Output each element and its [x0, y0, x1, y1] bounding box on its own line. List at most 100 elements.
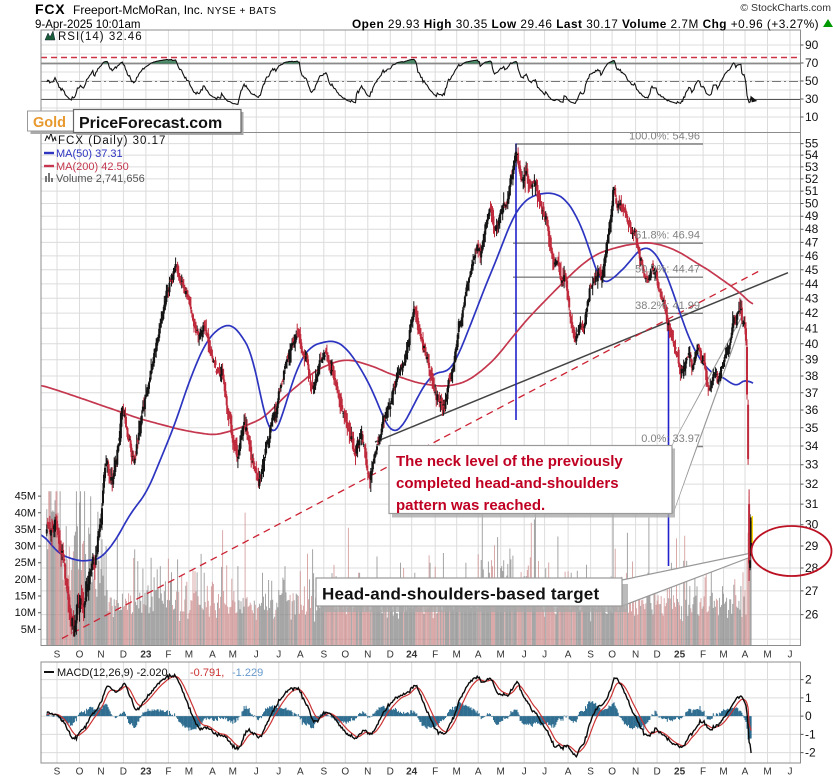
svg-text:50: 50: [805, 197, 819, 211]
svg-text:MACD(12,26,9) -2.020,: MACD(12,26,9) -2.020,: [57, 667, 171, 679]
svg-text:J: J: [254, 650, 259, 661]
svg-text:24: 24: [406, 650, 418, 661]
svg-text:51: 51: [805, 184, 819, 198]
svg-text:A: A: [297, 767, 304, 778]
svg-text:N: N: [364, 650, 371, 661]
svg-text:Volume 2,741,656: Volume 2,741,656: [56, 173, 145, 185]
svg-text:MA(50) 37.31: MA(50) 37.31: [56, 148, 123, 160]
svg-text:Head-and-shoulders-based targe: Head-and-shoulders-based target: [322, 585, 599, 604]
svg-text:A: A: [297, 650, 304, 661]
svg-text:D: D: [387, 650, 394, 661]
svg-text:S: S: [320, 650, 327, 661]
svg-text:M: M: [185, 650, 193, 661]
svg-text:9-Apr-2025 10:01am: 9-Apr-2025 10:01am: [35, 19, 140, 31]
svg-text:35M: 35M: [15, 524, 36, 536]
svg-text:A: A: [475, 767, 482, 778]
svg-text:A: A: [565, 650, 572, 661]
svg-text:N: N: [632, 650, 639, 661]
svg-text:© StockCharts.com: © StockCharts.com: [740, 2, 831, 14]
svg-text:10: 10: [805, 110, 819, 124]
svg-text:M: M: [229, 767, 237, 778]
svg-text:S: S: [587, 650, 594, 661]
svg-text:24: 24: [406, 767, 418, 778]
svg-text:41: 41: [805, 321, 819, 335]
svg-text:O: O: [341, 650, 349, 661]
svg-text:45M: 45M: [15, 491, 36, 503]
svg-text:49: 49: [805, 209, 819, 223]
svg-text:38.2%: 41.99: 38.2%: 41.99: [635, 300, 700, 312]
svg-text:D: D: [653, 767, 660, 778]
svg-text:F: F: [700, 767, 706, 778]
svg-text:FCX: FCX: [35, 1, 65, 17]
svg-text:25: 25: [674, 767, 686, 778]
svg-text:-1: -1: [805, 727, 816, 741]
svg-text:J: J: [788, 767, 793, 778]
svg-text:53: 53: [805, 160, 819, 174]
svg-text:O: O: [76, 767, 84, 778]
svg-text:33: 33: [805, 458, 819, 472]
svg-text:37: 37: [805, 386, 819, 400]
svg-text:Freeport-McMoRan, Inc.: Freeport-McMoRan, Inc.: [73, 3, 203, 17]
svg-text:S: S: [54, 767, 61, 778]
svg-text:42: 42: [805, 306, 819, 320]
svg-text:J: J: [788, 650, 793, 661]
svg-text:34: 34: [805, 439, 819, 453]
svg-text:46: 46: [805, 249, 819, 263]
svg-text:S: S: [54, 650, 61, 661]
svg-text:FCX (Daily) 30.17: FCX (Daily) 30.17: [58, 135, 166, 147]
svg-text:completed head-and-shoulders: completed head-and-shoulders: [396, 475, 619, 492]
svg-text:70: 70: [805, 56, 819, 70]
svg-text:J: J: [276, 767, 281, 778]
svg-text:A: A: [742, 650, 749, 661]
svg-text:M: M: [453, 650, 461, 661]
svg-text:O: O: [76, 650, 84, 661]
svg-text:50.0%: 44.47: 50.0%: 44.47: [635, 264, 700, 276]
svg-text:M: M: [453, 767, 461, 778]
svg-text:40M: 40M: [15, 507, 36, 519]
svg-text:90: 90: [805, 38, 819, 52]
svg-text:F: F: [165, 767, 171, 778]
svg-text:A: A: [565, 767, 572, 778]
svg-text:-0.791,: -0.791,: [190, 667, 224, 679]
svg-text:61.8%: 46.94: 61.8%: 46.94: [635, 230, 700, 242]
svg-text:A: A: [475, 650, 482, 661]
svg-text:30: 30: [805, 92, 819, 106]
svg-text:J: J: [276, 650, 281, 661]
svg-text:40: 40: [805, 337, 819, 351]
svg-text:A: A: [742, 767, 749, 778]
svg-text:D: D: [120, 650, 127, 661]
svg-text:23: 23: [140, 650, 152, 661]
svg-text:43: 43: [805, 291, 819, 305]
svg-text:D: D: [120, 767, 127, 778]
svg-text:MA(200) 42.50: MA(200) 42.50: [56, 161, 129, 173]
svg-text:-2: -2: [805, 746, 816, 760]
svg-text:N: N: [97, 650, 104, 661]
svg-text:47: 47: [805, 235, 819, 249]
svg-text:M: M: [719, 767, 727, 778]
svg-text:M: M: [185, 767, 193, 778]
svg-text:54: 54: [805, 148, 819, 162]
svg-text:D: D: [387, 767, 394, 778]
svg-text:26: 26: [805, 608, 819, 622]
svg-text:30M: 30M: [15, 541, 36, 553]
svg-text:N: N: [632, 767, 639, 778]
svg-text:Gold: Gold: [33, 115, 66, 131]
svg-text:PriceForecast.com: PriceForecast.com: [79, 115, 222, 132]
svg-text:F: F: [432, 767, 438, 778]
svg-text:2: 2: [805, 673, 812, 687]
svg-text:23: 23: [140, 767, 152, 778]
svg-text:J: J: [254, 767, 259, 778]
svg-text:N: N: [97, 767, 104, 778]
svg-text:15M: 15M: [15, 591, 36, 603]
svg-text:M: M: [719, 650, 727, 661]
svg-text:0: 0: [805, 709, 812, 723]
svg-text:O: O: [341, 767, 349, 778]
svg-text:52: 52: [805, 172, 819, 186]
svg-text:N: N: [364, 767, 371, 778]
svg-text:F: F: [700, 650, 706, 661]
svg-text:D: D: [653, 650, 660, 661]
svg-text:27: 27: [805, 584, 819, 598]
svg-text:M: M: [497, 650, 505, 661]
svg-text:J: J: [522, 650, 527, 661]
svg-text:J: J: [542, 650, 547, 661]
